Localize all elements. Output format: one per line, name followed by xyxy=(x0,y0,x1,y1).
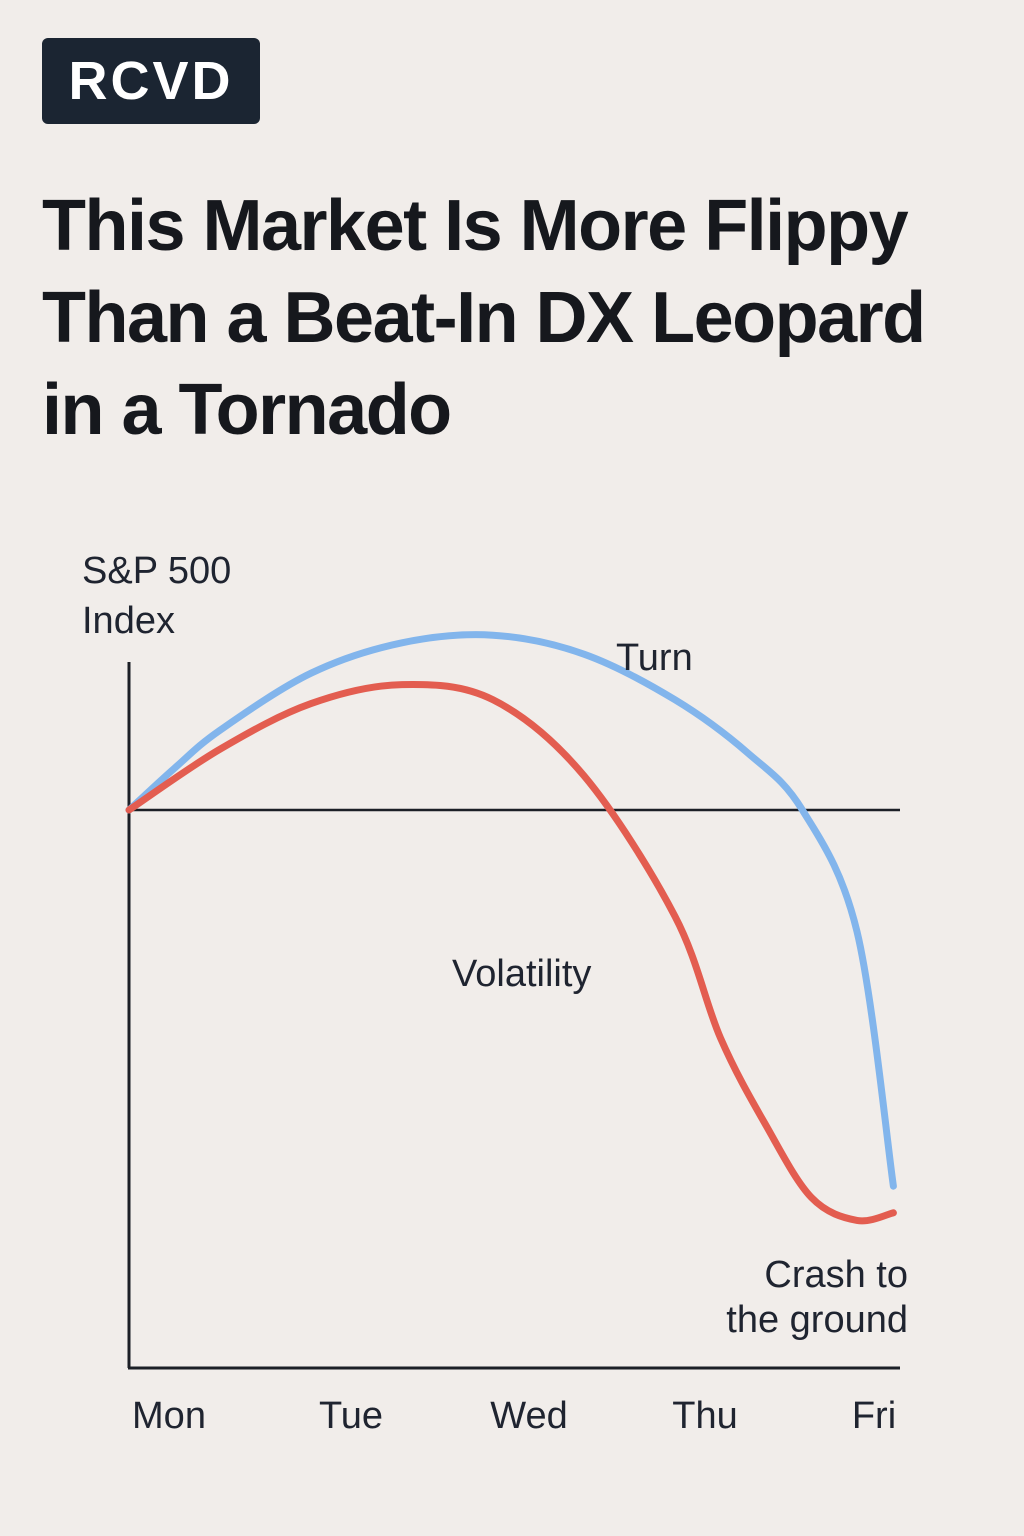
y-axis-label-line-2: Index xyxy=(82,600,175,642)
annotation-crash-line-1: Crash to xyxy=(764,1254,908,1296)
headline-line-2: Than a Beat-In DX Leopard xyxy=(42,278,926,358)
x-tick-label-tue: Tue xyxy=(319,1395,383,1437)
brand-badge: RCVD xyxy=(42,38,260,124)
series-volatility-line xyxy=(125,680,897,1225)
x-tick-labels: Mon Tue Wed Thu Fri xyxy=(132,1395,896,1437)
y-axis-label-line-1: S&P 500 xyxy=(82,550,231,592)
annotation-turn: Turn xyxy=(616,637,693,679)
series-turn-line xyxy=(125,631,897,1190)
headline: This Market Is More Flippy Than a Beat-I… xyxy=(42,180,1002,456)
headline-line-3: in a Tornado xyxy=(42,370,452,450)
annotation-crash-line-2: the ground xyxy=(726,1299,908,1341)
headline-line-1: This Market Is More Flippy xyxy=(42,186,909,266)
brand-badge-label: RCVD xyxy=(68,51,234,111)
x-tick-label-fri: Fri xyxy=(852,1395,896,1437)
x-tick-label-thu: Thu xyxy=(672,1395,737,1437)
x-tick-label-mon: Mon xyxy=(132,1395,206,1437)
annotation-volatility: Volatility xyxy=(452,953,591,995)
x-tick-label-wed: Wed xyxy=(490,1395,567,1437)
